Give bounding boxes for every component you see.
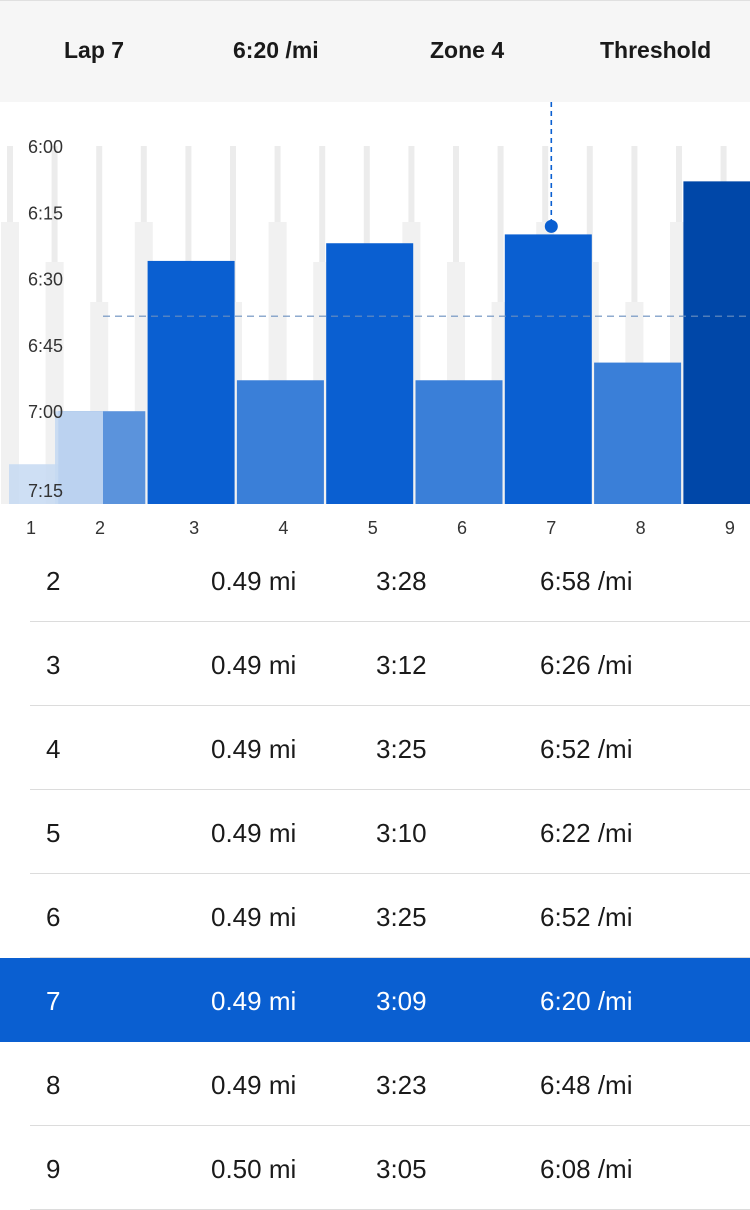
- lap-distance: 0.49 mi: [211, 566, 297, 596]
- x-tick-label: 6: [457, 518, 467, 538]
- lap-time: 3:23: [376, 1070, 427, 1100]
- lap-pace-value: 6:26 /mi: [540, 650, 633, 680]
- bar-lap-5[interactable]: [326, 243, 414, 505]
- lap-row[interactable]: 4 0.49 mi 3:25 6:52 /mi: [30, 706, 750, 790]
- lap-pace-value: 6:52 /mi: [540, 734, 633, 764]
- lap-pace-chart[interactable]: 6:00 6:15 6:30 6:45 7:00 7:15 1 2 3 4 5 6 7 8 9: [0, 102, 750, 542]
- lap-title: Lap 7: [64, 37, 125, 63]
- lap-distance: 0.49 mi: [211, 902, 297, 932]
- lap-pace: 6:20 /mi: [233, 37, 319, 63]
- lap-time: 3:05: [376, 1154, 427, 1184]
- lap-time: 3:25: [376, 902, 427, 932]
- y-tick-label: 6:30: [28, 270, 63, 290]
- y-tick-label: 7:15: [28, 481, 63, 501]
- lap-row-selected[interactable]: 7 0.49 mi 3:09 6:20 /mi: [0, 958, 750, 1042]
- bar-lap-6[interactable]: [415, 380, 503, 504]
- bar-lap-7[interactable]: [504, 234, 592, 504]
- x-tick-label: 4: [278, 518, 288, 538]
- zone-name: Threshold: [600, 37, 712, 63]
- x-tick-label: 1: [26, 518, 36, 538]
- lap-number: 5: [46, 818, 61, 848]
- bar-lap-9[interactable]: [683, 181, 750, 505]
- bar-lap-2-fade: [55, 411, 103, 504]
- bar-lap-8[interactable]: [594, 362, 682, 504]
- lap-number: 4: [46, 734, 61, 764]
- lap-distance: 0.49 mi: [211, 986, 297, 1016]
- lap-row[interactable]: 6 0.49 mi 3:25 6:52 /mi: [30, 874, 750, 958]
- bar-lap-3[interactable]: [147, 260, 235, 504]
- chart-overlay: [103, 102, 750, 317]
- lap-pace-value: 6:52 /mi: [540, 902, 633, 932]
- y-tick-label: 7:00: [28, 402, 63, 422]
- lap-time: 3:10: [376, 818, 427, 848]
- lap-number: 9: [46, 1154, 61, 1184]
- lap-row[interactable]: 9 0.50 mi 3:05 6:08 /mi: [30, 1126, 750, 1210]
- lap-row[interactable]: 3 0.49 mi 3:12 6:26 /mi: [30, 622, 750, 706]
- lap-summary-header: Lap 7 6:20 /mi Zone 4 Threshold: [0, 0, 750, 102]
- lap-time: 3:28: [376, 566, 427, 596]
- lap-pace-value: 6:22 /mi: [540, 818, 633, 848]
- lap-pace-value: 6:58 /mi: [540, 566, 633, 596]
- lap-pace-value: 6:48 /mi: [540, 1070, 633, 1100]
- x-tick-label: 7: [546, 518, 556, 538]
- lap-number: 6: [46, 902, 61, 932]
- x-tick-label: 5: [368, 518, 378, 538]
- heart-rate-zone: Zone 4: [430, 37, 505, 63]
- axis-labels: 6:00 6:15 6:30 6:45 7:00 7:15 1 2 3 4 5 6 7 8 9: [26, 137, 735, 538]
- lap-time: 3:09: [376, 986, 427, 1016]
- lap-table: 2 0.49 mi 3:28 6:58 /mi 3 0.49 mi 3:12 6:26 /mi…: [0, 538, 750, 1210]
- bg-stream: [1, 222, 19, 504]
- lap-distance: 0.49 mi: [211, 734, 297, 764]
- lap-distance: 0.50 mi: [211, 1154, 297, 1184]
- lap-distance: 0.49 mi: [211, 1070, 297, 1100]
- y-tick-label: 6:00: [28, 137, 63, 157]
- lap-pace-value: 6:20 /mi: [540, 986, 633, 1016]
- lap-number: 7: [46, 986, 61, 1016]
- lap-distance: 0.49 mi: [211, 650, 297, 680]
- lap-time: 3:12: [376, 650, 427, 680]
- lap-time: 3:25: [376, 734, 427, 764]
- lap-row[interactable]: 5 0.49 mi 3:10 6:22 /mi: [30, 790, 750, 874]
- lap-number: 8: [46, 1070, 61, 1100]
- lap-number: 3: [46, 650, 61, 680]
- y-tick-label: 6:45: [28, 336, 63, 356]
- selection-dot: [544, 219, 558, 233]
- y-tick-label: 6:15: [28, 203, 63, 223]
- lap-pace-value: 6:08 /mi: [540, 1154, 633, 1184]
- lap-row[interactable]: 2 0.49 mi 3:28 6:58 /mi: [30, 538, 750, 622]
- x-tick-label: 2: [95, 518, 105, 538]
- bar-lap-4[interactable]: [236, 380, 324, 504]
- bar-group: [9, 181, 750, 505]
- lap-number: 2: [46, 566, 61, 596]
- x-tick-label: 3: [189, 518, 199, 538]
- x-tick-label: 9: [725, 518, 735, 538]
- lap-distance: 0.49 mi: [211, 818, 297, 848]
- lap-row[interactable]: 8 0.49 mi 3:23 6:48 /mi: [30, 1042, 750, 1126]
- x-tick-label: 8: [636, 518, 646, 538]
